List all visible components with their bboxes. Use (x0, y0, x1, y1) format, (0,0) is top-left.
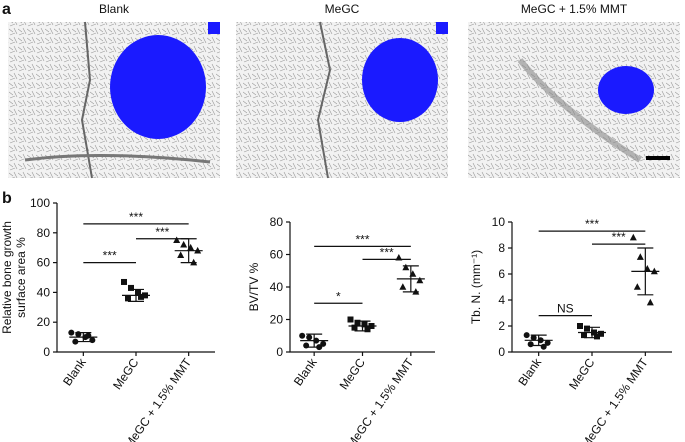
panel-label: a (2, 1, 11, 18)
data-point (173, 236, 181, 244)
panel-label: b (2, 190, 12, 207)
data-point (85, 332, 92, 339)
x-tick-label: MeGC (337, 355, 369, 392)
data-point (68, 329, 75, 336)
data-point (527, 341, 534, 348)
y-tick-label: 10 (492, 215, 506, 229)
image-title: Blank (99, 2, 130, 16)
y-tick-label: 80 (270, 215, 284, 229)
y-tick-label: 40 (37, 285, 51, 299)
y-tick-label: 8 (498, 241, 505, 255)
data-point (636, 253, 644, 260)
y-tick-label: 40 (270, 280, 284, 294)
data-point (584, 325, 590, 332)
y-tick-label: 0 (498, 345, 505, 359)
y-tick-label: 2 (498, 319, 505, 333)
axis (56, 203, 215, 353)
data-point (399, 283, 407, 290)
data-point (581, 332, 587, 339)
data-point (523, 332, 530, 339)
y-tick-label: 60 (270, 248, 284, 262)
data-point (121, 278, 127, 285)
y-tick-label: 6 (498, 267, 505, 281)
x-tick-label: MeGC (110, 355, 142, 392)
data-point (594, 333, 600, 340)
data-point (177, 251, 185, 258)
data-point (364, 326, 371, 333)
significance-label: *** (155, 225, 169, 239)
error-bar (584, 326, 600, 339)
data-point (354, 319, 361, 326)
error-bar (637, 247, 654, 296)
significance-label: *** (585, 217, 599, 231)
image-megc (236, 21, 448, 179)
data-point (402, 263, 410, 271)
y-tick-label: 20 (37, 315, 51, 329)
error-bar (75, 332, 92, 343)
data-point (633, 283, 641, 290)
y-tick-label: 60 (37, 256, 51, 270)
error-bar (306, 333, 323, 348)
error-bar (402, 265, 419, 293)
error-bar (530, 334, 547, 347)
data-point (544, 339, 551, 346)
data-point (75, 331, 82, 338)
data-point (347, 316, 354, 323)
data-point (89, 337, 96, 344)
y-axis-label: Tb. N. (mm⁻¹) (469, 250, 483, 324)
image-mmt (468, 22, 680, 178)
significance-label: *** (129, 210, 143, 224)
data-point (320, 340, 327, 347)
y-tick-label: 4 (498, 293, 505, 307)
data-point (598, 330, 604, 337)
data-point (577, 323, 583, 329)
data-point (180, 240, 188, 248)
x-tick-label: Blank (515, 355, 544, 388)
y-tick-label: 20 (270, 313, 284, 327)
y-axis-label: BV/TV % (247, 262, 261, 311)
data-point (299, 332, 306, 339)
significance-label: *** (612, 230, 626, 244)
image-title: MeGC (325, 2, 360, 16)
image-title: MeGC + 1.5% MMT (521, 2, 628, 16)
error-bar (354, 320, 371, 332)
x-tick-label: Blank (291, 355, 320, 388)
data-point (646, 298, 654, 306)
data-point (138, 293, 144, 300)
x-tick-label: Blank (60, 355, 89, 388)
y-axis-label: surface area % (14, 237, 28, 318)
data-point (416, 276, 424, 284)
data-point (306, 334, 313, 341)
data-point (530, 334, 537, 341)
image-blank (8, 21, 220, 179)
y-tick-label: 100 (30, 196, 50, 210)
data-point (629, 233, 637, 241)
significance-label: *** (380, 245, 394, 259)
significance-label: *** (103, 249, 117, 263)
data-point (135, 289, 141, 296)
y-tick-label: 0 (43, 345, 50, 359)
y-tick-label: 0 (276, 345, 283, 359)
data-point (540, 343, 547, 350)
x-tick-label: MeGC (566, 355, 598, 392)
data-point (361, 321, 368, 328)
data-point (125, 295, 131, 302)
error-bar (128, 288, 144, 302)
significance-label: *** (355, 232, 369, 246)
data-point (351, 324, 358, 331)
y-axis-label: Relative bone growth (0, 221, 14, 334)
y-tick-label: 80 (37, 226, 51, 240)
significance-label: * (336, 289, 341, 303)
significance-label: NS (557, 302, 574, 316)
data-point (128, 284, 134, 291)
